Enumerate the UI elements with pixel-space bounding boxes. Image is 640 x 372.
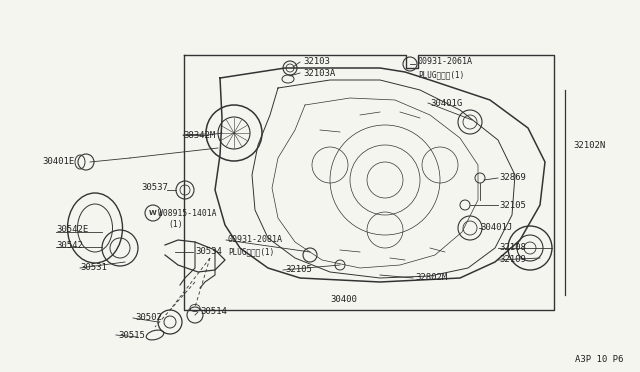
Text: 30401E: 30401E — [43, 157, 75, 167]
Text: 32105: 32105 — [285, 266, 312, 275]
Text: 30531: 30531 — [80, 263, 107, 273]
Text: 32869: 32869 — [499, 173, 526, 183]
Text: 00931-2081A: 00931-2081A — [228, 235, 283, 244]
Text: 30400: 30400 — [330, 295, 357, 305]
Text: W: W — [149, 210, 157, 216]
Text: PLUGプラグ(1): PLUGプラグ(1) — [418, 71, 464, 80]
Text: 30515: 30515 — [118, 330, 145, 340]
Text: 32103A: 32103A — [303, 70, 335, 78]
Text: 30534: 30534 — [195, 247, 222, 257]
Text: 30542: 30542 — [56, 241, 83, 250]
Text: A3P 10 P6: A3P 10 P6 — [575, 356, 623, 365]
Text: 30502: 30502 — [135, 314, 162, 323]
Text: 32109: 32109 — [499, 256, 526, 264]
Text: 38342M: 38342M — [183, 131, 215, 140]
Text: PLUGプラグ(1): PLUGプラグ(1) — [228, 247, 275, 257]
Text: 32102N: 32102N — [573, 141, 605, 150]
Text: 32802M: 32802M — [415, 273, 447, 282]
Text: 32103: 32103 — [303, 58, 330, 67]
Text: (1): (1) — [168, 221, 182, 230]
Text: 30401G: 30401G — [430, 99, 462, 108]
Text: 32105: 32105 — [499, 201, 526, 209]
Text: 32108: 32108 — [499, 244, 526, 253]
Text: 30542E: 30542E — [56, 225, 88, 234]
Text: 00931-2061A: 00931-2061A — [418, 58, 473, 67]
Text: 30514: 30514 — [200, 308, 227, 317]
Text: W08915-1401A: W08915-1401A — [158, 208, 216, 218]
Text: 30401J: 30401J — [480, 224, 512, 232]
Text: 30537: 30537 — [141, 183, 168, 192]
